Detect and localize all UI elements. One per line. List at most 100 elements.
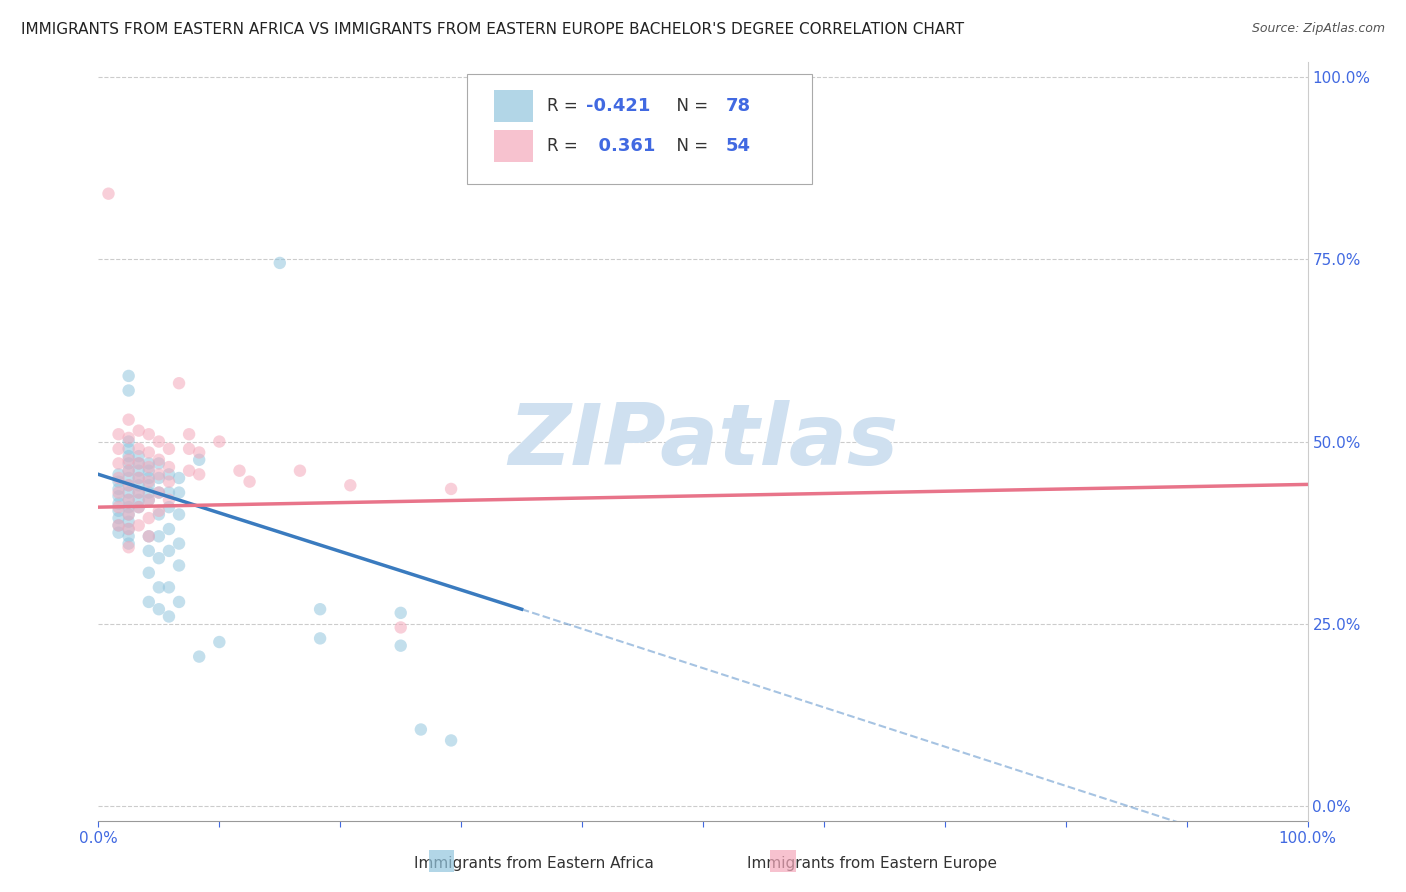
Point — [188, 467, 211, 482]
Point — [440, 482, 463, 496]
Point — [138, 464, 160, 478]
Point — [188, 649, 211, 664]
Point — [128, 471, 150, 485]
Point — [128, 424, 150, 438]
Point — [118, 522, 141, 536]
Point — [309, 602, 332, 616]
Point — [128, 500, 150, 515]
Point — [128, 485, 150, 500]
Point — [138, 544, 160, 558]
FancyBboxPatch shape — [467, 74, 811, 184]
Point — [138, 445, 160, 459]
Point — [167, 595, 190, 609]
Point — [118, 522, 141, 536]
Point — [138, 566, 160, 580]
Point — [138, 427, 160, 442]
Point — [148, 508, 170, 522]
Point — [107, 485, 129, 500]
Point — [157, 492, 180, 507]
Point — [118, 464, 141, 478]
Point — [157, 609, 180, 624]
Point — [128, 485, 150, 500]
Point — [107, 471, 129, 485]
Point — [128, 464, 150, 478]
Point — [118, 442, 141, 456]
Point — [208, 635, 231, 649]
Point — [118, 412, 141, 426]
Point — [138, 511, 160, 525]
Text: Immigrants from Eastern Africa: Immigrants from Eastern Africa — [415, 856, 654, 871]
Point — [269, 256, 291, 270]
Point — [228, 464, 250, 478]
Point — [118, 492, 141, 507]
Point — [118, 478, 141, 492]
Point — [118, 536, 141, 550]
Point — [148, 580, 170, 594]
Point — [157, 442, 180, 456]
Point — [157, 580, 180, 594]
Text: 0.361: 0.361 — [586, 136, 655, 155]
FancyBboxPatch shape — [494, 90, 533, 121]
Point — [309, 632, 332, 646]
Point — [157, 467, 180, 482]
Point — [138, 529, 160, 543]
Point — [157, 485, 180, 500]
Point — [118, 492, 141, 507]
Point — [128, 471, 150, 485]
Text: -0.421: -0.421 — [586, 96, 650, 115]
Point — [188, 452, 211, 467]
Point — [118, 485, 141, 500]
Point — [118, 449, 141, 463]
Point — [138, 457, 160, 471]
Point — [167, 376, 190, 391]
Point — [148, 457, 170, 471]
Point — [138, 529, 160, 543]
Point — [118, 452, 141, 467]
Point — [157, 522, 180, 536]
Point — [118, 529, 141, 543]
Point — [107, 442, 129, 456]
Text: Source: ZipAtlas.com: Source: ZipAtlas.com — [1251, 22, 1385, 36]
Point — [107, 518, 129, 533]
Point — [118, 500, 141, 515]
Point — [179, 464, 201, 478]
Point — [148, 467, 170, 482]
Point — [138, 485, 160, 500]
Point — [107, 427, 129, 442]
Point — [288, 464, 311, 478]
Point — [118, 508, 141, 522]
Text: IMMIGRANTS FROM EASTERN AFRICA VS IMMIGRANTS FROM EASTERN EUROPE BACHELOR'S DEGR: IMMIGRANTS FROM EASTERN AFRICA VS IMMIGR… — [21, 22, 965, 37]
Text: N =: N = — [665, 136, 713, 155]
Point — [138, 492, 160, 507]
Text: R =: R = — [547, 96, 583, 115]
Point — [138, 475, 160, 489]
Point — [107, 467, 129, 482]
Point — [167, 536, 190, 550]
Point — [157, 544, 180, 558]
Point — [138, 460, 160, 475]
Point — [389, 639, 412, 653]
Point — [148, 452, 170, 467]
Point — [188, 445, 211, 459]
Point — [118, 457, 141, 471]
Text: Immigrants from Eastern Europe: Immigrants from Eastern Europe — [747, 856, 997, 871]
Point — [157, 475, 180, 489]
Point — [148, 471, 170, 485]
Point — [440, 733, 463, 747]
Point — [118, 515, 141, 529]
Point — [409, 723, 432, 737]
Point — [128, 457, 150, 471]
Point — [118, 508, 141, 522]
Point — [179, 442, 201, 456]
Point — [138, 471, 160, 485]
Point — [118, 541, 141, 555]
Text: 78: 78 — [725, 96, 751, 115]
Point — [389, 606, 412, 620]
Point — [128, 500, 150, 515]
Point — [118, 434, 141, 449]
Point — [107, 511, 129, 525]
Point — [339, 478, 361, 492]
Point — [208, 434, 231, 449]
Point — [148, 551, 170, 566]
Point — [128, 442, 150, 456]
